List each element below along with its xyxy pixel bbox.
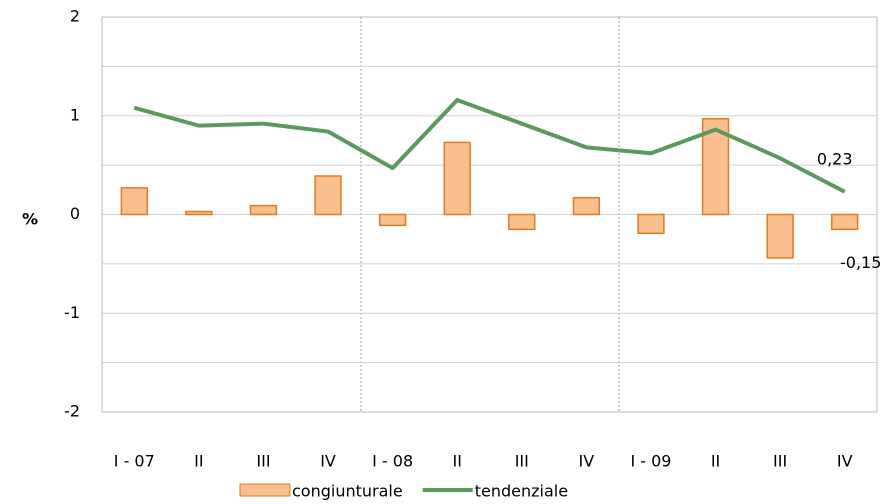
- x-tick-label: II: [711, 452, 720, 471]
- bar: [508, 213, 536, 231]
- y-axis-label: %: [22, 210, 38, 229]
- bar: [766, 213, 794, 259]
- x-tick-label: I - 09: [630, 452, 671, 471]
- bar: [572, 196, 601, 216]
- x-tick-label: IV: [320, 452, 336, 471]
- x-tick-label: I - 08: [372, 452, 413, 471]
- x-tick-label: III: [515, 452, 529, 471]
- plot-frame: [101, 16, 878, 413]
- x-tick-label: III: [773, 452, 787, 471]
- line: [133, 97, 846, 194]
- bar: [185, 210, 213, 216]
- x-tick-label: III: [256, 452, 270, 471]
- bar: [831, 213, 859, 231]
- y-tick-label: 1: [70, 105, 80, 124]
- x-tick-label: IV: [837, 452, 853, 471]
- y-tick-label: 2: [70, 7, 80, 26]
- bar: [637, 213, 665, 235]
- bar: [120, 187, 148, 216]
- x-tick-label: II: [452, 452, 461, 471]
- y-tick-label: -1: [64, 303, 80, 322]
- legend-label: congiunturale: [292, 482, 403, 501]
- bar: [314, 175, 342, 216]
- legend-label: tendenziale: [475, 482, 568, 501]
- bar: [249, 204, 278, 216]
- x-tick-label: I - 07: [114, 452, 155, 471]
- y-tick-label: 0: [70, 204, 80, 223]
- bar: [443, 141, 471, 216]
- x-tick-label: II: [194, 452, 203, 471]
- legend-swatch: [239, 483, 291, 497]
- data-label: -0,15: [840, 253, 881, 272]
- data-label: 0,23: [817, 149, 853, 168]
- y-tick-label: -2: [64, 402, 80, 421]
- x-tick-label: IV: [579, 452, 595, 471]
- bar: [378, 213, 407, 227]
